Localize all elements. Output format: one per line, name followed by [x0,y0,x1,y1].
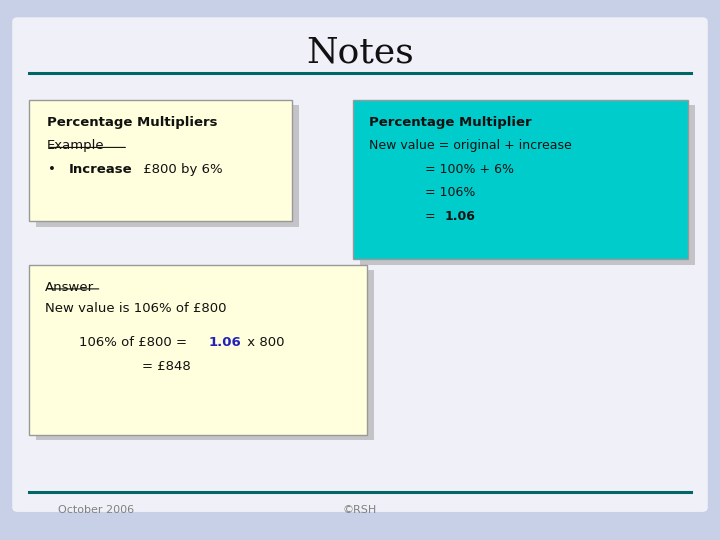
Text: = 100% + 6%: = 100% + 6% [425,163,514,176]
FancyBboxPatch shape [29,100,292,221]
Text: •: • [48,163,56,176]
Text: 106% of £800 =: 106% of £800 = [79,336,192,349]
FancyBboxPatch shape [36,270,374,440]
FancyBboxPatch shape [29,265,367,435]
Text: Percentage Multipliers: Percentage Multipliers [47,116,217,129]
Text: October 2006: October 2006 [58,505,134,515]
Text: Example: Example [47,139,104,152]
FancyBboxPatch shape [353,100,688,259]
FancyBboxPatch shape [360,105,695,265]
Text: 1.06: 1.06 [444,210,475,222]
FancyBboxPatch shape [36,105,299,227]
Text: Answer: Answer [45,281,94,294]
Text: =: = [425,210,439,222]
Text: New value is 106% of £800: New value is 106% of £800 [45,302,227,315]
Text: Increase: Increase [68,163,132,176]
Text: x 800: x 800 [243,336,284,349]
Text: ©RSH: ©RSH [343,505,377,515]
Text: 1.06: 1.06 [209,336,241,349]
Text: New value = original + increase: New value = original + increase [369,139,572,152]
Text: = 106%: = 106% [425,186,475,199]
Text: Notes: Notes [306,35,414,69]
Text: £800 by 6%: £800 by 6% [139,163,222,176]
Text: = £848: = £848 [142,360,191,373]
Text: Percentage Multiplier: Percentage Multiplier [369,116,532,129]
FancyBboxPatch shape [12,17,708,512]
